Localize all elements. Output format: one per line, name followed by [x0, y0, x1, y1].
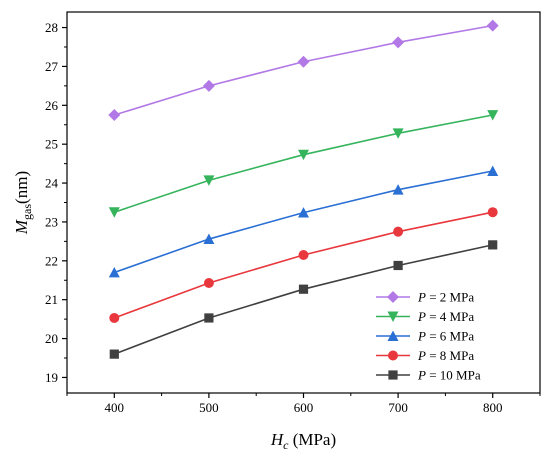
data-point [392, 184, 404, 195]
x-axis-title-unit: (MPa) [288, 430, 336, 449]
legend-marker [388, 370, 398, 380]
data-point [487, 165, 499, 176]
y-tick-label: 23 [45, 214, 58, 229]
legend-label-prefix: P [417, 348, 426, 363]
series-group [109, 240, 498, 359]
legend-label-prefix: P [417, 290, 426, 305]
y-tick-label: 26 [45, 98, 59, 113]
data-point [203, 277, 214, 288]
legend-label: P = 8 MPa [417, 348, 474, 363]
legend-label-suffix: = 8 MPa [426, 348, 474, 363]
legend-label-prefix: P [417, 329, 426, 344]
legend-item: P = 2 MPa [376, 290, 474, 305]
series-line [114, 24, 493, 116]
legend-label: P = 10 MPa [417, 368, 481, 383]
y-tick-label: 22 [45, 253, 58, 268]
x-axis-title-sub: c [283, 438, 289, 452]
legend-label-suffix: = 6 MPa [426, 329, 474, 344]
series-line [114, 114, 493, 213]
data-point [488, 240, 498, 250]
y-tick-label: 28 [45, 20, 58, 35]
y-axis-ticks: 19 20 21 22 23 24 25 26 27 28 [45, 20, 67, 385]
series-group [108, 110, 499, 218]
data-point [204, 313, 214, 323]
legend-label-prefix: P [417, 309, 426, 324]
y-tick-label: 27 [45, 59, 59, 74]
legend-label: P = 2 MPa [417, 290, 474, 305]
legend-marker [387, 311, 399, 322]
data-point [298, 284, 309, 294]
data-point [298, 207, 309, 218]
legend-marker [388, 350, 398, 361]
y-tick-label: 20 [45, 331, 58, 346]
legend-item: P = 10 MPa [376, 368, 481, 383]
x-tick-label: 800 [483, 400, 503, 415]
data-point [202, 79, 215, 92]
x-tick-label: 400 [105, 400, 125, 415]
data-point [486, 19, 499, 32]
y-tick-label: 19 [45, 370, 58, 385]
x-tick-label: 600 [294, 400, 314, 415]
series-layer [108, 19, 499, 359]
legend-label-suffix: = 10 MPa [426, 368, 481, 383]
series-group [108, 165, 499, 278]
legend-marker [387, 291, 399, 303]
legend-label: P = 6 MPa [417, 329, 474, 344]
legend-marker [387, 330, 399, 341]
legend-label-prefix: P [417, 368, 426, 383]
y-tick-label: 24 [45, 176, 59, 191]
y-axis-title-main: M [12, 219, 31, 235]
data-point [392, 36, 405, 49]
data-point [298, 149, 309, 161]
data-point [298, 249, 309, 260]
data-point [203, 233, 215, 244]
legend-label: P = 4 MPa [417, 309, 474, 324]
x-tick-label: 500 [199, 400, 219, 415]
data-point [203, 175, 215, 186]
y-tick-label: 21 [45, 292, 58, 307]
x-tick-label: 700 [388, 400, 408, 415]
data-point [108, 109, 121, 122]
data-point [297, 55, 310, 68]
data-point [109, 312, 120, 323]
legend-label-suffix: = 2 MPa [426, 290, 474, 305]
data-point [487, 207, 498, 218]
y-tick-label: 25 [45, 137, 58, 152]
x-axis-title: Hc (MPa) [270, 430, 336, 452]
legend-item: P = 8 MPa [376, 348, 474, 363]
data-point [109, 349, 119, 359]
legend-item: P = 6 MPa [376, 329, 474, 344]
data-point [108, 207, 120, 218]
data-point [487, 110, 499, 121]
x-axis-ticks: 400 500 600 700 800 [66, 393, 541, 415]
data-point [108, 266, 120, 278]
x-axis-title-main: H [270, 430, 285, 449]
data-point [393, 226, 404, 237]
data-point [392, 128, 404, 139]
data-point [393, 260, 403, 271]
y-axis-title-unit: (nm) [12, 171, 31, 204]
legend-label-suffix: = 4 MPa [426, 309, 474, 324]
series-group [109, 207, 498, 323]
y-axis-title: Mgas(nm) [12, 171, 34, 235]
series-group [108, 19, 499, 122]
y-axis-title-sub: gas [20, 204, 34, 220]
legend-item: P = 4 MPa [376, 309, 474, 324]
